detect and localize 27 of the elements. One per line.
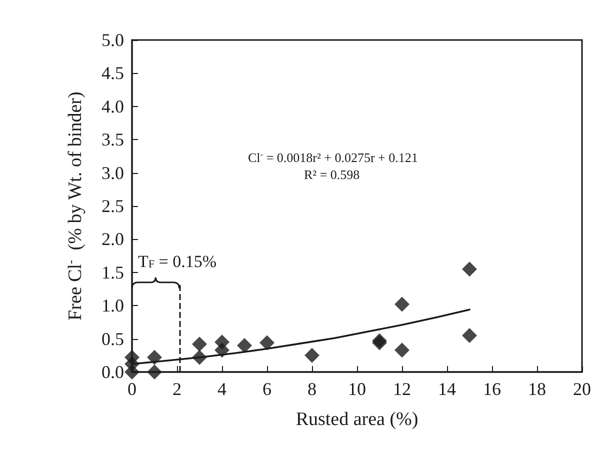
x-tick-label: 8 xyxy=(308,379,316,399)
y-tick-label: 2.0 xyxy=(102,229,124,250)
x-tick-label: 4 xyxy=(218,379,226,399)
x-tick-label: 0 xyxy=(128,379,136,399)
x-tick-label: 10 xyxy=(348,379,366,399)
y-tick-label: 5.0 xyxy=(102,30,124,50)
x-tick-label: 18 xyxy=(528,379,546,399)
x-tick-label: 16 xyxy=(483,379,501,399)
annotation: Cl- = 0.0018r² + 0.0275r + 0.121 xyxy=(248,149,418,165)
x-tick-label: 2 xyxy=(172,379,182,399)
y-tick-label: 1.0 xyxy=(102,296,124,316)
x-tick-label: 6 xyxy=(262,379,272,399)
x-tick-label: 12 xyxy=(393,379,411,399)
x-tick-label: 14 xyxy=(438,379,456,399)
x-tick-label: 20 xyxy=(573,379,591,399)
y-tick-label: 0.5 xyxy=(102,328,124,349)
x-axis-title: Rusted area (%) xyxy=(296,409,418,430)
y-tick-label: 2.5 xyxy=(102,196,124,216)
y-tick-label: 3.5 xyxy=(102,130,124,150)
y-tick-label: 3.0 xyxy=(102,162,124,183)
annotation: R² = 0.598 xyxy=(304,167,360,182)
y-axis-title: Free Cl- (% by Wt. of binder) xyxy=(64,92,86,320)
y-tick-label: 4.0 xyxy=(102,96,124,116)
y-tick-label: 4.5 xyxy=(102,63,124,84)
y-tick-label: 0.0 xyxy=(102,362,124,382)
annotation: TF = 0.15% xyxy=(138,252,217,271)
y-tick-label: 1.5 xyxy=(102,262,124,282)
